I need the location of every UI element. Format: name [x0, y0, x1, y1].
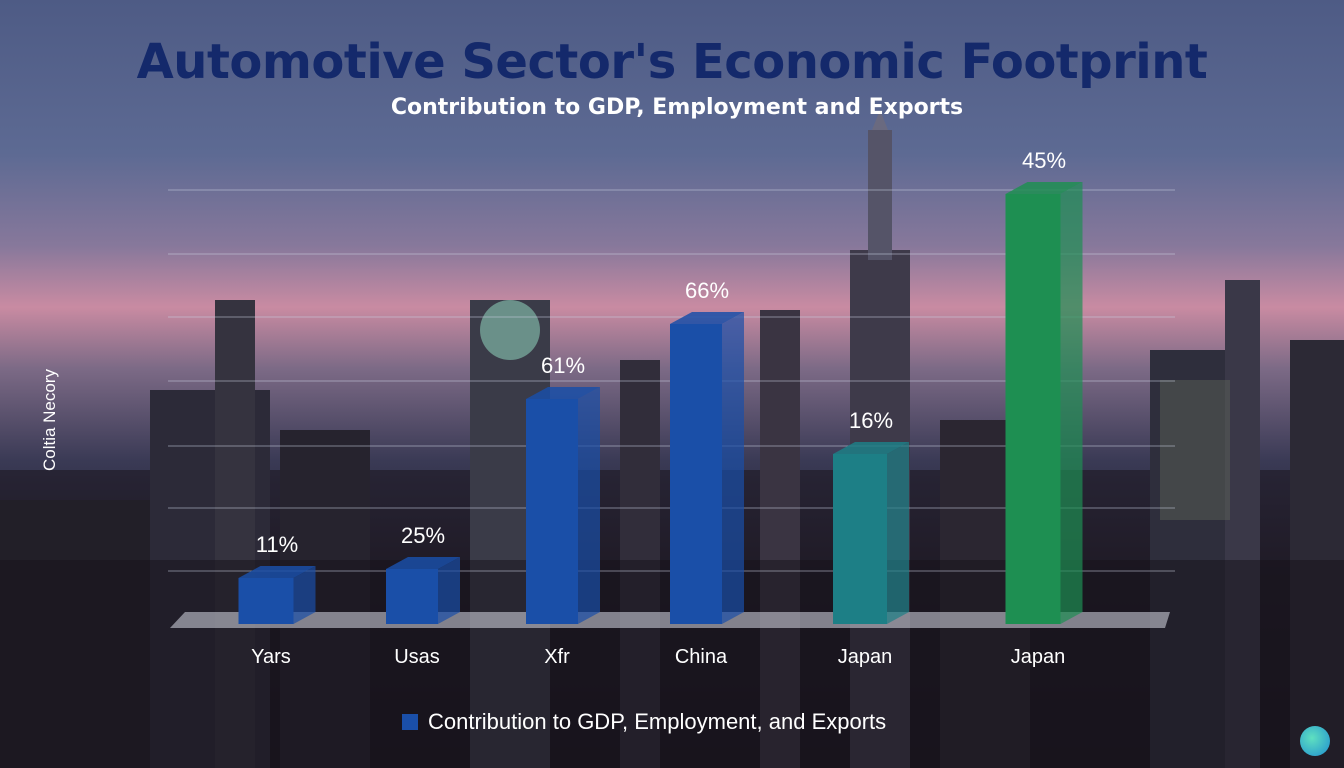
- x-tick-label: China: [675, 646, 728, 668]
- bar-front: [670, 324, 722, 624]
- legend: Contribution to GDP, Employment, and Exp…: [402, 709, 886, 735]
- bar-front: [833, 454, 887, 624]
- x-tick-label: Japan: [838, 646, 893, 668]
- x-tick-label: Japan: [1011, 646, 1066, 668]
- data-label: 66%: [685, 278, 729, 303]
- chart-subtitle: Contribution to GDP, Employment and Expo…: [390, 95, 964, 120]
- bar-top: [386, 557, 460, 569]
- bar-front: [238, 578, 294, 624]
- bar-side: [887, 442, 909, 624]
- bar: [1005, 182, 1083, 624]
- bar-front: [526, 399, 578, 624]
- x-tick-label: Yars: [251, 646, 291, 668]
- bar-top: [238, 566, 316, 578]
- x-tick-label: Xfr: [544, 646, 570, 668]
- bar-side: [722, 312, 744, 624]
- data-label: 16%: [849, 408, 893, 433]
- bar-front: [1005, 194, 1061, 624]
- bar-side: [1060, 182, 1083, 624]
- x-axis-ticks: Yars Usas Xfr China Japan Japan: [251, 646, 1065, 668]
- bar-side: [438, 557, 460, 624]
- watermark-logo: [1300, 726, 1330, 756]
- legend-swatch: [402, 714, 418, 730]
- bar: [833, 442, 909, 624]
- data-labels: 11% 25% 61% 66% 16% 45%: [256, 148, 1066, 557]
- bar: [238, 566, 316, 624]
- bar-top: [670, 312, 744, 324]
- x-tick-label: Usas: [394, 646, 440, 668]
- legend-label: Contribution to GDP, Employment, and Exp…: [428, 709, 887, 734]
- chart-title: Automotive Sector's Economic Footprint: [136, 34, 1208, 90]
- data-label: 61%: [541, 353, 585, 378]
- bar-top: [833, 442, 909, 454]
- bar-top: [1005, 182, 1083, 194]
- bar: [670, 312, 744, 624]
- bar-front: [386, 569, 438, 624]
- bar: [526, 387, 600, 624]
- data-label: 25%: [401, 523, 445, 548]
- bar-side: [293, 566, 316, 624]
- bar-top: [526, 387, 600, 399]
- bar-series: [238, 182, 1083, 624]
- bar: [386, 557, 460, 624]
- data-label: 11%: [256, 532, 298, 557]
- bar-side: [578, 387, 600, 624]
- data-label: 45%: [1022, 148, 1066, 173]
